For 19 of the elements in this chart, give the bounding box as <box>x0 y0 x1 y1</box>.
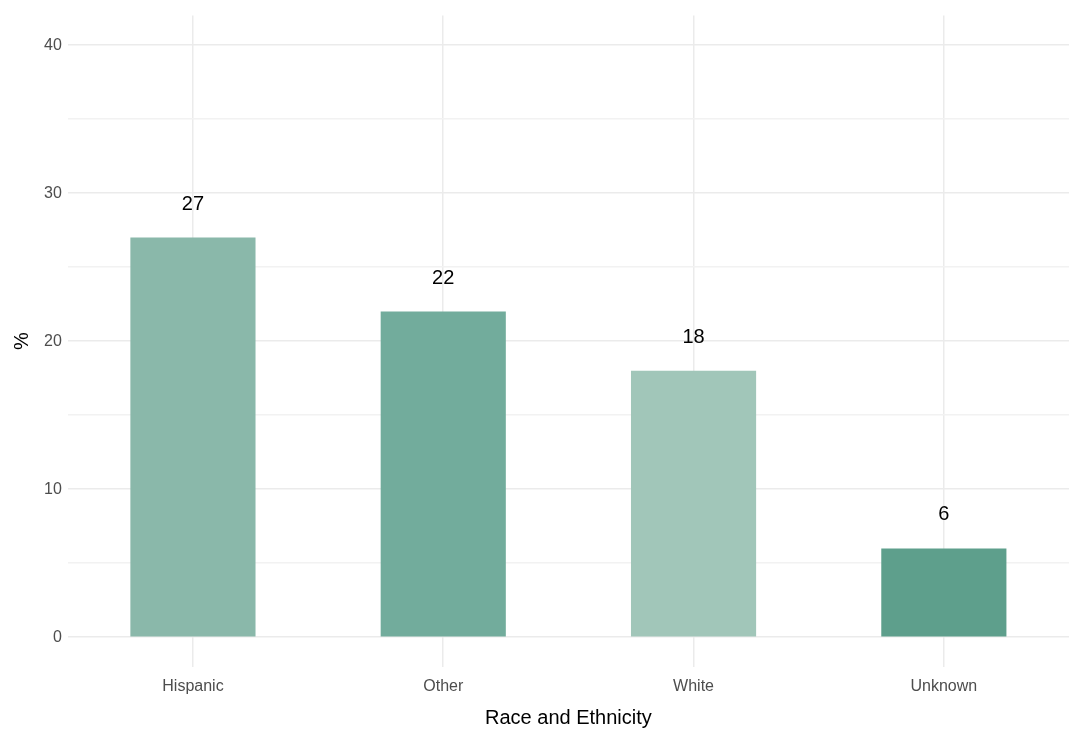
x-tick-label: Hispanic <box>162 676 224 694</box>
bar <box>130 237 256 637</box>
bar <box>380 311 506 637</box>
x-axis-title: Race and Ethnicity <box>485 705 652 728</box>
data-label: 6 <box>938 502 950 525</box>
bar <box>881 548 1007 637</box>
y-axis-title: % <box>9 332 32 351</box>
y-tick-label: 40 <box>44 35 62 53</box>
y-tick-label: 0 <box>52 627 62 645</box>
data-label: 27 <box>181 191 205 214</box>
y-tick-label: 20 <box>44 331 62 349</box>
x-tick-label: White <box>673 676 715 694</box>
y-tick-label: 10 <box>44 479 62 497</box>
data-label: 18 <box>682 324 705 347</box>
x-tick-label: Unknown <box>910 676 978 694</box>
x-tick-label: Other <box>423 676 464 694</box>
bar <box>630 370 757 637</box>
data-label: 22 <box>432 265 455 288</box>
y-tick-label: 30 <box>44 183 62 201</box>
